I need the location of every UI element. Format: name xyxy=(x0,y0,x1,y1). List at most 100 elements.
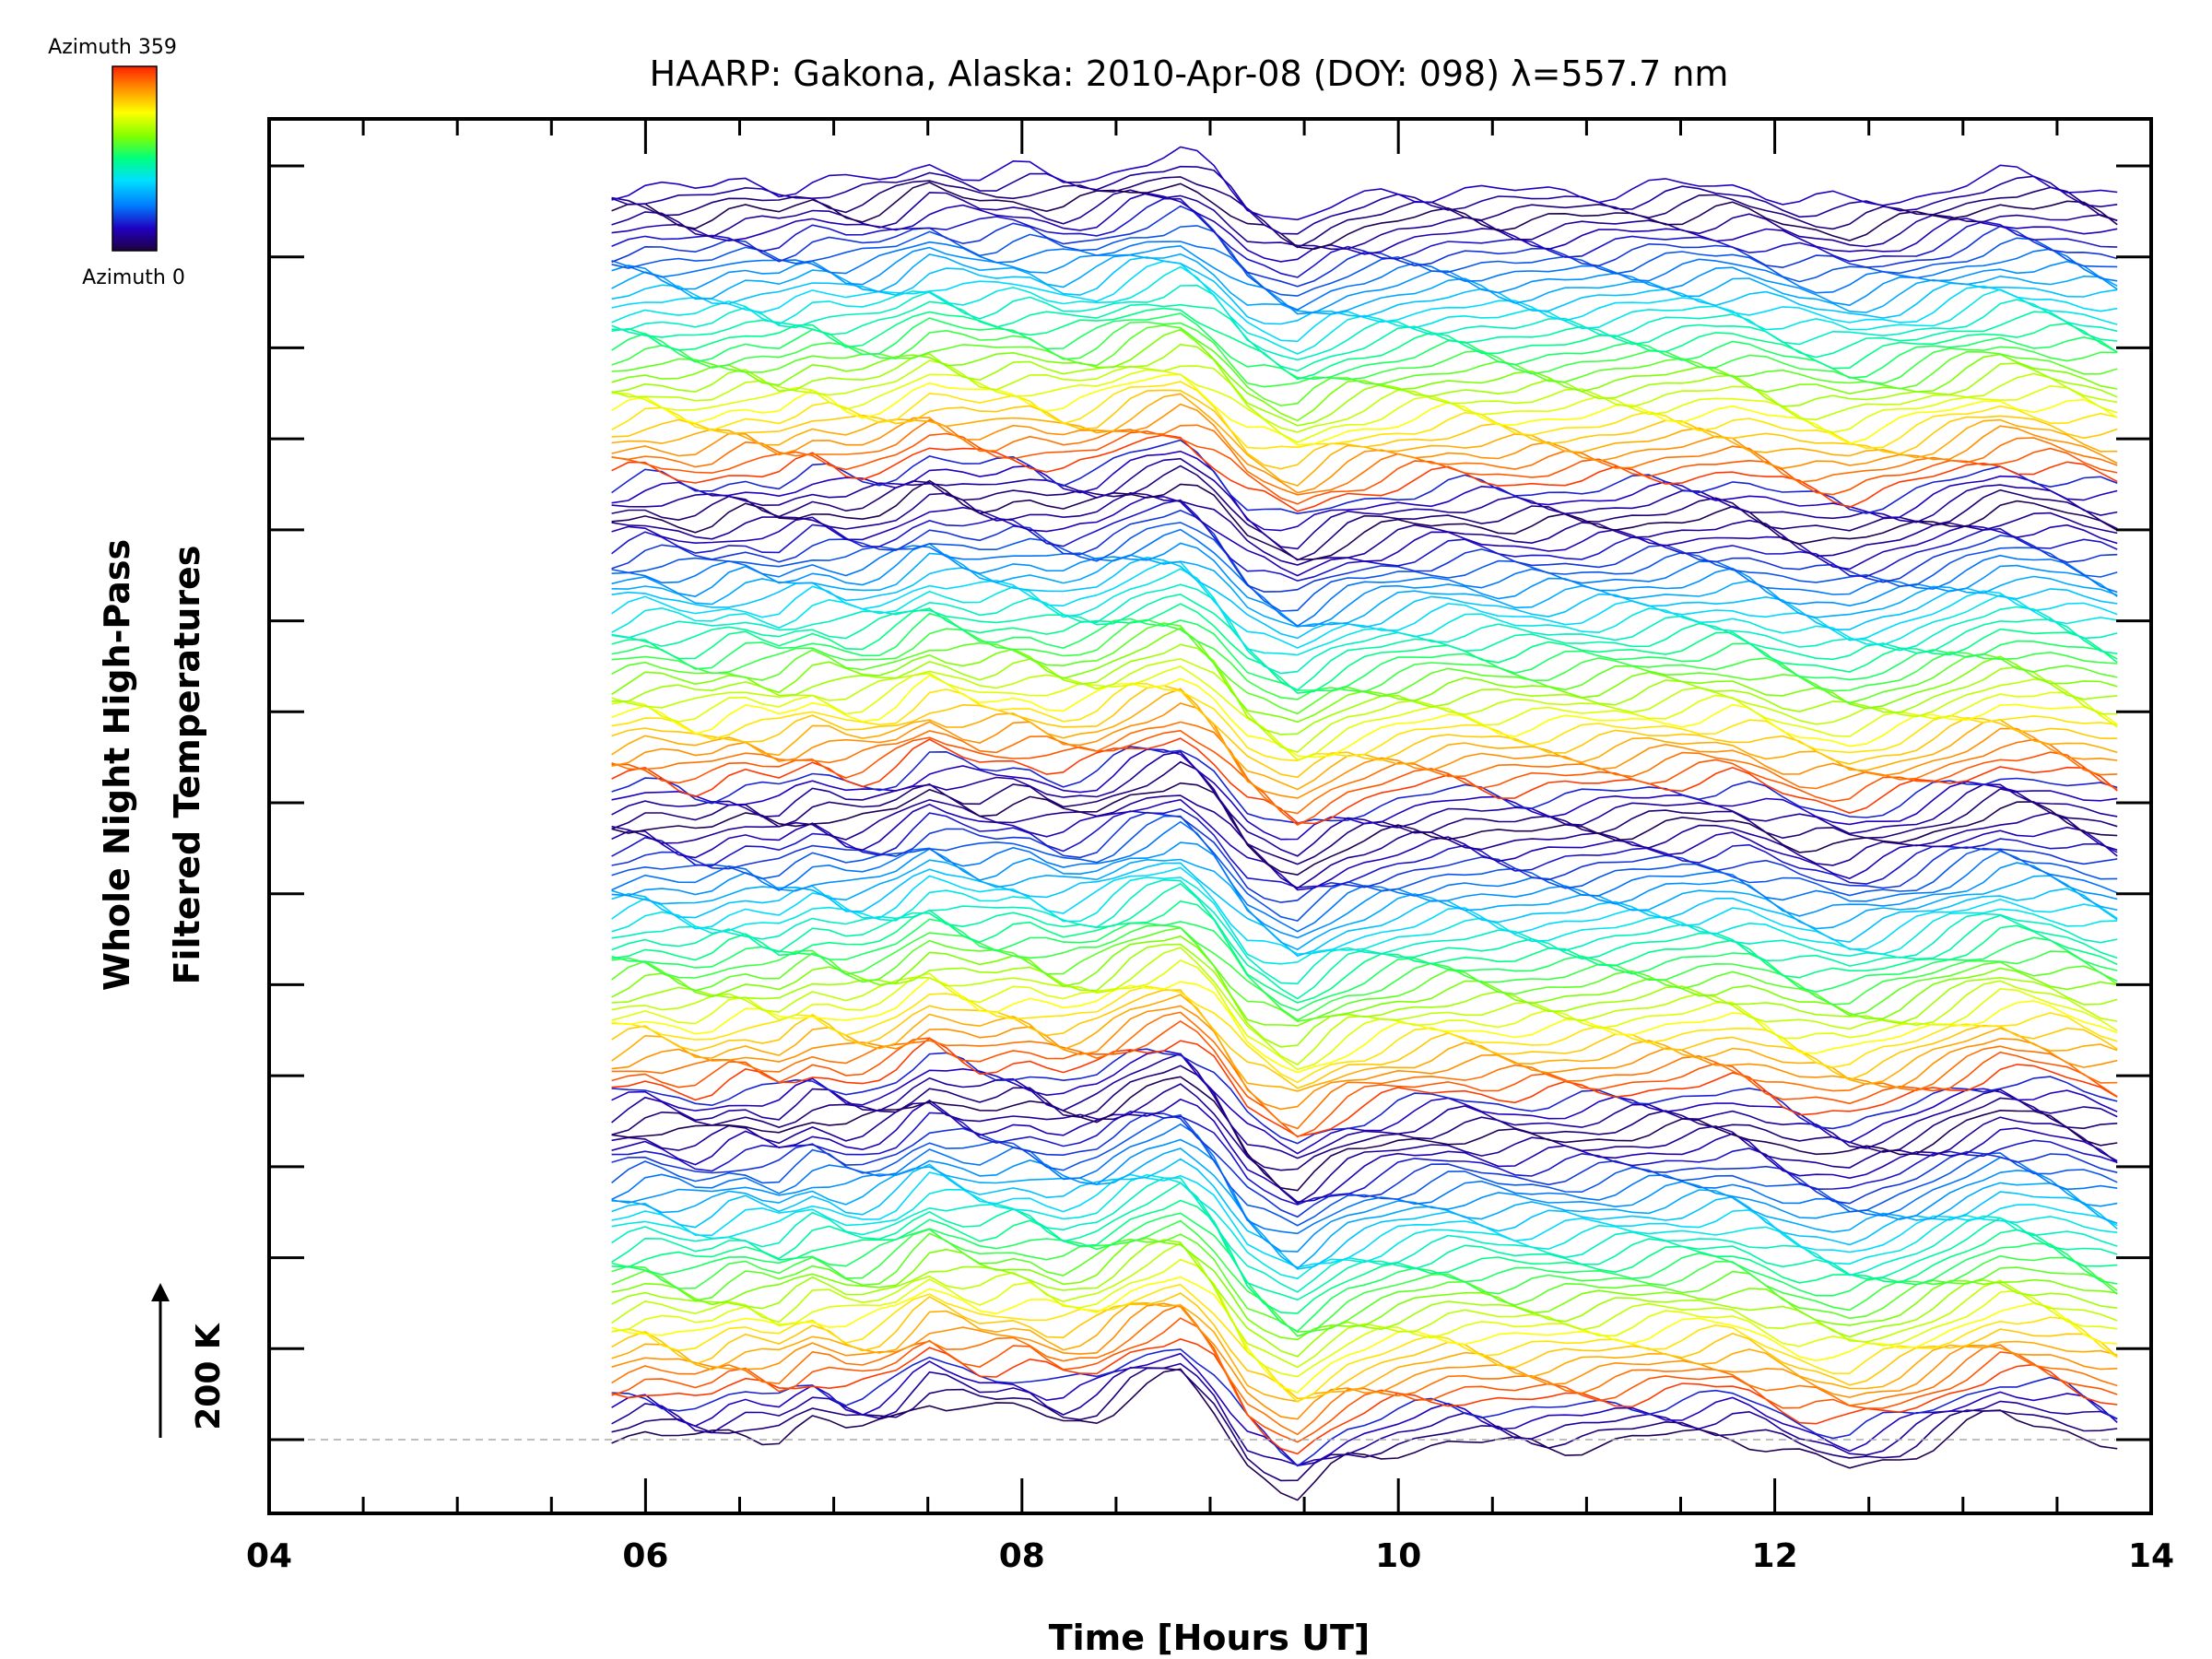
trace-line xyxy=(611,798,2118,891)
trace-line xyxy=(611,1158,2118,1270)
trace-line xyxy=(611,403,2118,494)
trace-line xyxy=(611,1037,2118,1137)
trace-line xyxy=(611,253,2118,315)
trace-line xyxy=(611,528,2118,628)
trace-line xyxy=(611,1098,2118,1203)
trace-line xyxy=(611,593,2118,691)
trace-line xyxy=(611,876,2118,965)
trace-line xyxy=(611,373,2118,446)
trace-line xyxy=(611,197,2118,278)
trace-line xyxy=(611,1113,2118,1227)
trace-line xyxy=(611,328,2118,422)
x-tick-label: 08 xyxy=(999,1537,1045,1575)
trace-line xyxy=(611,665,2118,761)
trace-line xyxy=(611,1232,2118,1334)
trace-line xyxy=(611,343,2118,427)
trace-line xyxy=(611,369,2118,443)
trace-line xyxy=(611,1177,2118,1293)
trace-line xyxy=(611,189,2118,251)
trace-line xyxy=(611,205,2118,288)
trace-line xyxy=(611,241,2118,311)
trace-line xyxy=(611,1173,2118,1280)
y-axis-label-line1: Whole Night High-Pass xyxy=(97,539,137,991)
chart-title: HAARP: Gakona, Alaska: 2010-Apr-08 (DOY:… xyxy=(650,53,1729,94)
trace-line xyxy=(611,1292,2118,1400)
x-tick-labels: 04 06 08 10 12 14 xyxy=(246,1537,2174,1575)
trace-line xyxy=(611,674,2118,759)
trace-line xyxy=(611,947,2118,1066)
trace-line xyxy=(611,959,2118,1071)
trace-line xyxy=(611,882,2118,1000)
trace-line xyxy=(611,284,2118,361)
trace-line xyxy=(611,1317,2118,1443)
trace-line xyxy=(611,176,2118,249)
trace-line xyxy=(611,146,2118,221)
colorbar-bottom-label: Azimuth 0 xyxy=(82,266,185,289)
trace-line xyxy=(611,1005,2118,1111)
trace-line xyxy=(611,192,2118,263)
trace-line xyxy=(611,729,2118,827)
trace-line xyxy=(611,560,2118,649)
trace-line xyxy=(611,552,2118,628)
colorbar xyxy=(112,65,158,252)
trace-line xyxy=(611,479,2118,560)
trace-line xyxy=(611,265,2118,355)
trace-line xyxy=(611,926,2118,1022)
x-tick-label: 04 xyxy=(246,1537,292,1575)
trace-line xyxy=(611,439,2118,515)
scale-bar xyxy=(151,1283,170,1438)
trace-line xyxy=(611,522,2118,612)
trace-line xyxy=(611,900,2118,1004)
trace-line xyxy=(611,658,2118,753)
trace-line xyxy=(611,1304,2118,1436)
trace-line xyxy=(611,603,2118,694)
trace-line xyxy=(611,618,2118,700)
trace-line xyxy=(611,496,2118,577)
trace-line xyxy=(611,583,2118,675)
trace-line xyxy=(611,1352,2118,1467)
trace-line xyxy=(611,359,2118,433)
trace-line xyxy=(611,1053,2118,1159)
trace-line xyxy=(611,935,2118,1027)
trace-line xyxy=(611,1182,2118,1301)
trace-line xyxy=(611,491,2118,566)
trace-line xyxy=(611,815,2118,922)
trace-line xyxy=(611,977,2118,1074)
scale-bar-label: 200 K xyxy=(190,1323,228,1430)
trace-line xyxy=(611,256,2118,325)
trace-line xyxy=(611,1147,2118,1270)
trace-line xyxy=(611,307,2118,381)
trace-line xyxy=(611,244,2118,315)
trace-line xyxy=(611,465,2118,561)
trace-line xyxy=(611,450,2118,532)
x-tick-label: 06 xyxy=(622,1537,668,1575)
trace-line xyxy=(611,542,2118,628)
colorbar-top-label: Azimuth 359 xyxy=(48,36,177,59)
trace-line xyxy=(611,989,2118,1089)
trace-line xyxy=(611,1212,2118,1333)
trace-line xyxy=(611,866,2118,955)
trace-line xyxy=(611,702,2118,799)
trace-line xyxy=(611,434,2118,512)
trace-line xyxy=(611,1083,2118,1205)
trace-line xyxy=(611,943,2118,1048)
trace-line xyxy=(611,627,2118,724)
trace-line xyxy=(611,1111,2118,1206)
trace-line xyxy=(611,225,2118,297)
trace-line xyxy=(611,1199,2118,1314)
trace-line xyxy=(611,1362,2118,1466)
trace-line xyxy=(611,1219,2118,1337)
trace-line xyxy=(611,750,2118,857)
trace-line xyxy=(611,1050,2118,1155)
trace-line xyxy=(611,182,2118,251)
trace-line xyxy=(611,1283,2118,1404)
trace-line xyxy=(611,300,2118,372)
trace-line xyxy=(611,807,2118,888)
trace-line xyxy=(611,685,2118,779)
trace-line xyxy=(611,1301,2118,1403)
trace-line xyxy=(611,612,2118,692)
trace-line xyxy=(611,1048,2118,1145)
trace-line xyxy=(611,1123,2118,1235)
trace-line xyxy=(611,1171,2118,1268)
